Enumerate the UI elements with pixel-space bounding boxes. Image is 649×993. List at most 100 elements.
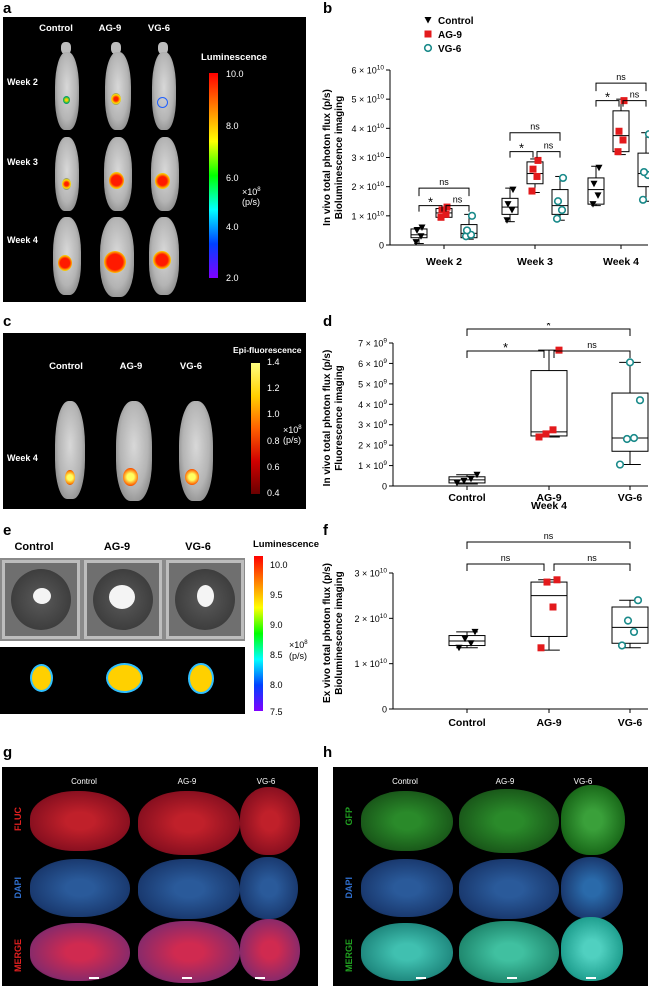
data-point: [529, 165, 537, 173]
colorbar-title: Luminescence: [201, 52, 267, 63]
signal-spot: [62, 178, 71, 190]
tissue-section: [361, 923, 453, 981]
tissue-section: [561, 857, 623, 919]
col-label-vg6: VG-6: [185, 541, 211, 553]
y-tick-label: 1 × 109: [358, 460, 387, 471]
data-point: [595, 164, 603, 172]
box: [526, 161, 544, 185]
col-label-ag9: AG-9: [103, 541, 131, 553]
row-label-merge: MERGE: [344, 939, 354, 973]
colorbar-unit: ×108 (p/s): [283, 425, 302, 445]
tissue-section: [138, 859, 240, 919]
signal-spot: [185, 469, 199, 485]
y-tick-label: 5 × 1010: [351, 94, 384, 105]
scale-bar: [89, 977, 99, 979]
significance-label: *: [428, 195, 433, 210]
y-tick-label: 0: [382, 482, 387, 492]
significance-label: ns: [544, 533, 554, 541]
significance-label: ns: [630, 90, 640, 100]
data-point: [552, 214, 562, 223]
panel-h-image: Control AG-9 VG-6 GFP DAPI MERGE: [333, 767, 648, 986]
signal-spot: [58, 255, 72, 271]
tumor-sample: [33, 588, 51, 604]
mouse: [179, 401, 213, 501]
mouse: [55, 137, 79, 211]
significance-bracket: [595, 82, 647, 92]
y-tick-label: 6 × 109: [358, 358, 387, 369]
data-point: [503, 217, 511, 224]
row-label-fluc: FLUC: [13, 807, 23, 831]
tissue-section: [30, 791, 130, 851]
data-point: [638, 195, 648, 204]
signal-spot: [123, 468, 138, 486]
tissue-section: [138, 921, 240, 983]
data-point: [542, 430, 550, 438]
legend-label: AG-9: [438, 30, 462, 41]
col-label-ag9: AG-9: [119, 361, 143, 372]
scale-bar: [255, 977, 265, 979]
colorbar-tick: 0.8: [267, 436, 280, 446]
dish-strip: [0, 558, 245, 641]
signal-spot: [153, 251, 171, 269]
col-label-ag9: AG-9: [98, 23, 122, 34]
tissue-section: [240, 787, 300, 855]
data-point: [633, 596, 643, 605]
x-tick-label: Week 4: [603, 256, 639, 268]
significance-label: *: [546, 323, 551, 333]
data-point: [461, 635, 469, 643]
x-tick-label: Control: [448, 717, 485, 728]
signal-spot: [65, 470, 75, 485]
x-tick-label: VG-6: [618, 717, 643, 728]
panel-letter-c: c: [3, 313, 12, 330]
scale-bar: [507, 977, 517, 979]
col-label-vg6: VG-6: [256, 777, 276, 786]
data-point: [635, 396, 645, 405]
row-label-dapi: DAPI: [344, 877, 354, 899]
bioluminescence-strip: [0, 647, 245, 714]
data-point: [412, 239, 420, 246]
col-label-control: Control: [392, 777, 418, 786]
colorbar: [254, 556, 263, 711]
data-point: [467, 475, 475, 483]
data-point: [471, 628, 479, 636]
y-tick-label: 5 × 109: [358, 378, 387, 389]
data-point: [424, 30, 432, 38]
colorbar-tick: 0.4: [267, 488, 280, 498]
panel-a-image: Control AG-9 VG-6 Week 2 Week 3 Week 4 L…: [3, 17, 306, 302]
significance-label: ns: [616, 72, 626, 82]
box: [611, 606, 649, 644]
data-point: [424, 17, 432, 24]
chart-f: Ex vivo total photon flux (p/s) Biolumine…: [322, 533, 649, 728]
data-point: [623, 616, 633, 625]
panel-letter-b: b: [323, 0, 333, 17]
tissue-section: [459, 921, 559, 983]
culture-well: [166, 560, 244, 639]
data-point: [549, 603, 557, 611]
x-axis-label: Week 4: [531, 500, 567, 512]
y-axis-label: In vivo total photon flux (p/s): [322, 350, 333, 487]
mouse-head: [111, 42, 121, 54]
data-point: [535, 433, 543, 441]
panel-letter-e: e: [3, 522, 12, 539]
y-tick-label: 4 × 1010: [351, 123, 384, 134]
panel-letter-g: g: [3, 744, 13, 761]
row-label-week2: Week 2: [7, 77, 38, 87]
row-label-week3: Week 3: [7, 157, 38, 167]
tissue-section: [138, 791, 240, 855]
mouse: [55, 52, 79, 130]
y-axis-label: Ex vivo total photon flux (p/s): [322, 563, 333, 703]
colorbar-tick: 2.0: [226, 273, 239, 283]
significance-bracket: [595, 100, 620, 107]
significance-label: ns: [587, 553, 597, 563]
data-point: [629, 433, 639, 443]
col-label-control: Control: [14, 541, 54, 553]
tissue-section: [361, 859, 453, 917]
data-point: [533, 172, 541, 180]
signal-spot: [155, 173, 170, 189]
colorbar-tick: 8.0: [270, 680, 283, 690]
y-tick-label: 0: [382, 705, 387, 715]
col-label-ag9: AG-9: [177, 777, 197, 786]
y-tick-label: 3 × 109: [358, 419, 387, 430]
row-label-dapi: DAPI: [13, 877, 23, 899]
data-point: [557, 205, 567, 215]
